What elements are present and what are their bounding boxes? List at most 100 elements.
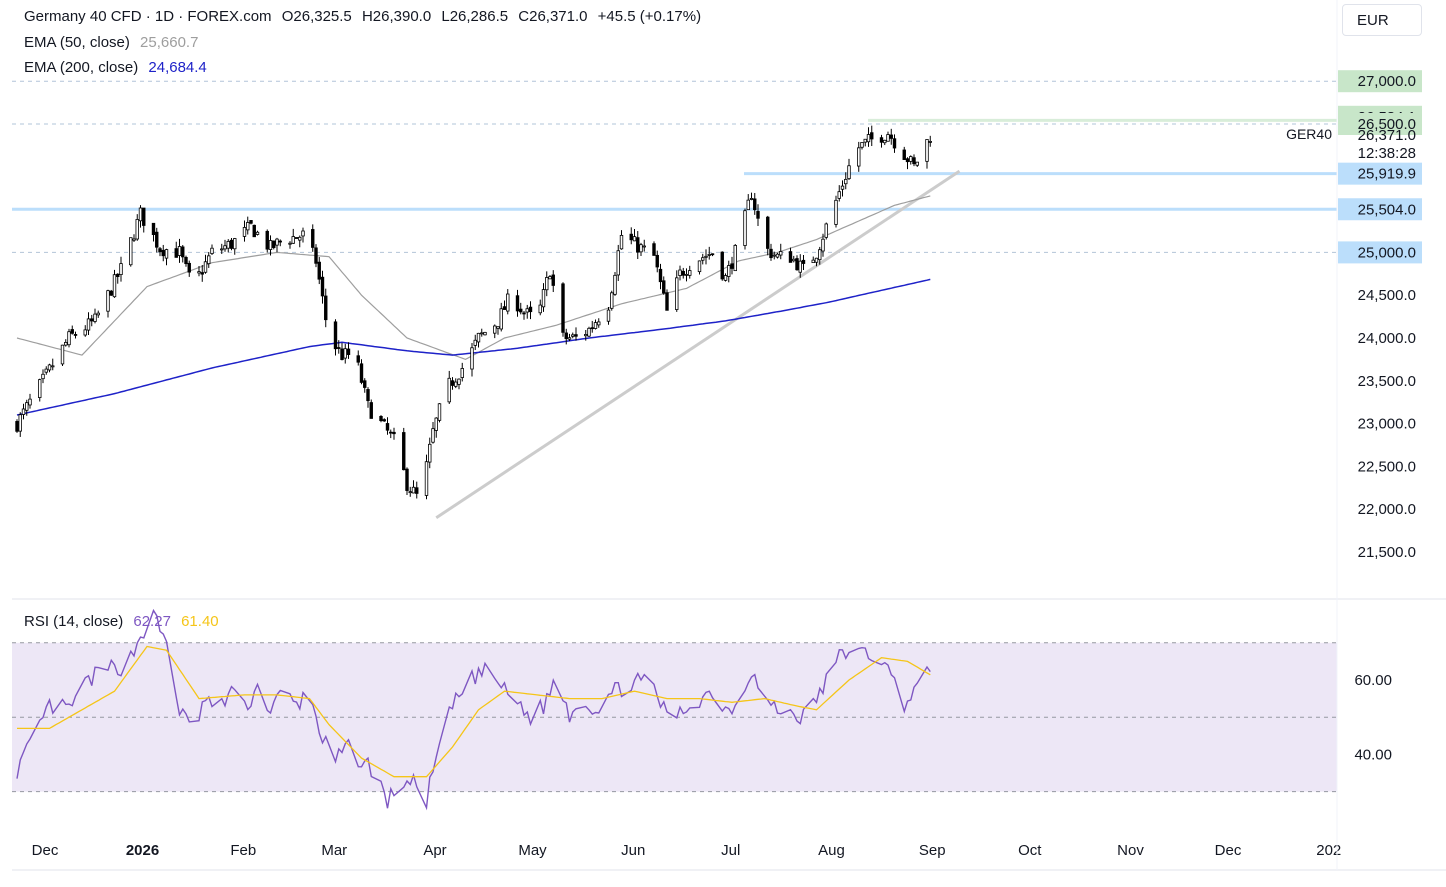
candle-body <box>470 347 474 370</box>
candle-body <box>749 198 754 200</box>
symbol-line[interactable]: Germany 40 CFD · 1D · FOREX.com <box>24 8 272 25</box>
candle-body <box>457 378 461 385</box>
candle-body <box>392 431 396 435</box>
close-value: C26,371.0 <box>518 8 588 25</box>
candle-body <box>730 263 734 269</box>
candle-body <box>272 240 276 248</box>
candle-body <box>132 238 136 241</box>
candle-body <box>265 230 269 250</box>
candle-body <box>499 308 503 330</box>
price-badge-label: 12:38:28 <box>1358 145 1416 162</box>
candle-body <box>538 304 542 314</box>
time-tick-label: Oct <box>1018 842 1042 859</box>
candle-body <box>64 342 68 346</box>
ema200-value: 24,684.4 <box>148 59 207 76</box>
candle-body <box>619 234 624 250</box>
candle-body <box>324 295 328 321</box>
rsi-legend[interactable]: RSI (14, close) 62.27 61.40 <box>24 613 225 630</box>
candle-body <box>574 334 578 337</box>
price-axis[interactable]: 24,500.0 24,000.0 23,500.0 23,000.0 22,500.0… <box>1286 70 1422 763</box>
price-badge <box>1338 241 1422 264</box>
candle-body <box>593 322 598 329</box>
candle-body <box>294 237 299 239</box>
high-value: H26,390.0 <box>361 8 432 25</box>
candle-body <box>866 134 871 143</box>
candle-body <box>541 289 546 308</box>
candle-body <box>788 251 793 263</box>
rsi-label: RSI (14, close) <box>24 613 124 630</box>
candle-body <box>655 254 659 268</box>
candle-body <box>447 377 451 403</box>
candle-body <box>720 251 724 280</box>
candle-body <box>223 245 227 250</box>
rsi-pane[interactable] <box>12 608 1337 811</box>
candle-body <box>129 237 133 266</box>
time-tick-label: Dec <box>1215 842 1242 859</box>
candle-body <box>496 326 500 329</box>
time-tick-label: Jul <box>721 842 740 859</box>
candle-body <box>584 334 588 337</box>
price-badge <box>1338 198 1422 221</box>
candle-body <box>902 149 906 160</box>
candle-body <box>616 250 620 276</box>
candle-body <box>840 185 845 190</box>
candle-body <box>814 257 819 263</box>
candle-body <box>25 402 29 411</box>
candle-body <box>756 211 760 219</box>
candle-body <box>317 261 321 280</box>
price-badge <box>1338 113 1422 135</box>
candle-body <box>109 290 113 296</box>
candle-body <box>415 487 419 494</box>
candle-body <box>47 364 52 371</box>
candle-body <box>96 312 100 316</box>
ema50-legend[interactable]: EMA (50, close) 25,660.7 <box>24 34 204 51</box>
candle-body <box>879 137 884 143</box>
candle-body <box>155 231 159 248</box>
ema200-line <box>16 278 931 416</box>
candle-body <box>502 306 507 310</box>
candle-body <box>135 219 139 240</box>
ema200-legend[interactable]: EMA (200, close) 24,684.4 <box>24 59 213 76</box>
price-tick-label: 21,500.0 <box>1358 544 1416 561</box>
candle-body <box>67 331 71 346</box>
candle-body <box>636 237 640 253</box>
candle-body <box>697 260 702 273</box>
price-pane[interactable] <box>12 80 1337 520</box>
candle-body <box>291 236 295 244</box>
candle-body <box>567 337 572 340</box>
candle-body <box>301 230 305 237</box>
candle-body <box>203 261 208 273</box>
candle-body <box>454 381 458 387</box>
time-axis[interactable]: Dec 2026 Feb Mar Apr May Jun Jul Aug Sep Oct Nov Dec… <box>32 842 1342 859</box>
time-tick-label: Dec <box>32 842 59 859</box>
candle-body <box>824 223 828 238</box>
candle-body <box>743 210 747 246</box>
candle-body <box>38 379 42 398</box>
candle-body <box>746 199 750 211</box>
candle-body <box>928 141 932 143</box>
candle-body <box>207 255 211 265</box>
candle-body <box>892 138 897 149</box>
currency-selector[interactable]: EUR <box>1342 4 1422 36</box>
candle-body <box>639 244 643 253</box>
symbol-legend[interactable]: Germany 40 CFD · 1D · FOREX.com O26,325.… <box>24 8 707 25</box>
candle-body <box>662 280 666 294</box>
candle-body <box>571 334 575 337</box>
candle-body <box>210 247 214 254</box>
candle-body <box>73 334 78 336</box>
time-tick-label: Aug <box>818 842 845 859</box>
candle-body <box>506 293 510 312</box>
candle-body <box>652 243 656 256</box>
candle-body <box>41 373 45 380</box>
candle-body <box>473 339 477 346</box>
candle-body <box>792 258 796 262</box>
candle-body <box>226 241 230 249</box>
rsi-line <box>16 608 931 811</box>
time-tick-label: May <box>518 842 547 859</box>
candle-body <box>837 191 841 199</box>
candle-body <box>883 139 887 144</box>
candle-body <box>515 295 520 312</box>
candle-body <box>187 262 191 273</box>
candle-body <box>369 402 373 419</box>
